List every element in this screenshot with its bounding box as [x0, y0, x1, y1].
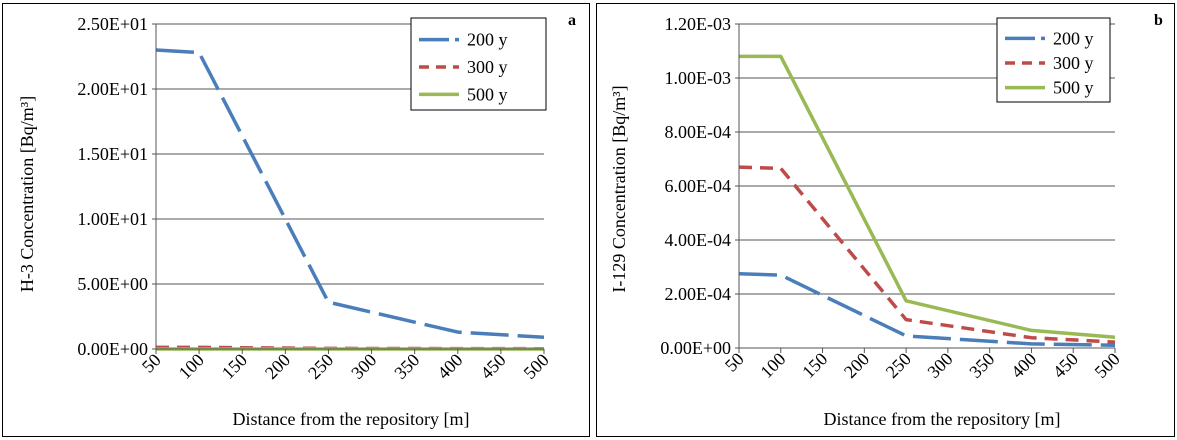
series-line-b-0 — [738, 272, 1116, 348]
chart-b-svg: 0.00E+00 2.00E-04 4.00E-04 6.00E-04 8.00E-04… — [609, 12, 1163, 429]
x-tick-label-a-7: 400 — [433, 350, 466, 383]
legend-label-b-1: 300 y — [1053, 53, 1094, 73]
y-tick-label-b-3: 6.00E-04 — [665, 176, 732, 196]
y-tick-label-b-5: 1.00E-03 — [665, 68, 732, 88]
x-tick-label-b-9: 500 — [1091, 349, 1124, 382]
chart-a-svg: 0.00E+00 5.00E+00 1.00E+01 1.50E+01 2.00E+01… — [17, 12, 576, 429]
panel-label-a: a — [568, 12, 576, 29]
x-axis-label-a: Distance from the repository [m] — [233, 409, 470, 429]
x-tick-label-a-1: 100 — [175, 350, 208, 383]
x-tick-label-a-6: 350 — [390, 350, 423, 383]
x-tick-label-a-2: 150 — [218, 350, 251, 383]
x-tick-label-a-3: 200 — [261, 350, 294, 383]
x-tick-label-b-3: 200 — [840, 349, 873, 382]
legend-label-a-2: 500 y — [467, 84, 508, 104]
x-tick-label-a-9: 500 — [520, 350, 553, 383]
x-tick-label-b-1: 100 — [756, 349, 789, 382]
x-tick-label-b-5: 300 — [923, 349, 956, 382]
y-tick-label-b-0: 0.00E+00 — [660, 338, 731, 358]
series-group-b — [738, 54, 1116, 348]
panel-label-b: b — [1154, 12, 1163, 29]
y-tick-label-b-1: 2.00E-04 — [665, 284, 732, 304]
x-tick-label-b-7: 400 — [1007, 349, 1040, 382]
legend-a: 200 y 300 y 500 y — [410, 17, 547, 111]
x-tick-label-b-6: 350 — [965, 349, 998, 382]
y-axis-label-a: H-3 Concentration [Bq/m³] — [17, 96, 37, 292]
y-tick-label-a-3: 1.50E+01 — [77, 144, 148, 164]
x-tick-label-a-8: 450 — [476, 350, 509, 383]
x-tick-label-a-5: 300 — [347, 350, 380, 383]
chart-panel-b: 0.00E+00 2.00E-04 4.00E-04 6.00E-04 8.00E-04… — [596, 3, 1175, 437]
y-axis-label-b: I-129 Concentration [Bq/m³] — [609, 85, 629, 292]
y-tick-label-b-2: 4.00E-04 — [665, 230, 732, 250]
x-tick-label-b-8: 450 — [1049, 349, 1082, 382]
legend-label-b-0: 200 y — [1053, 28, 1094, 48]
series-line-b-2 — [739, 54, 1116, 339]
legend-label-a-1: 300 y — [467, 57, 508, 77]
series-line-a-0 — [155, 48, 545, 340]
legend-label-b-2: 500 y — [1053, 78, 1094, 98]
x-tick-label-b-4: 250 — [882, 349, 915, 382]
y-tick-label-a-4: 2.00E+01 — [77, 79, 148, 99]
x-tick-label-a-4: 250 — [304, 350, 337, 383]
x-tick-label-b-2: 150 — [798, 349, 831, 382]
legend-b: 200 y 300 y 500 y — [996, 17, 1111, 103]
axes-a: 0.00E+00 5.00E+00 1.00E+01 1.50E+01 2.00E+01… — [77, 14, 552, 383]
legend-label-a-0: 200 y — [467, 30, 508, 50]
y-tick-label-a-0: 0.00E+00 — [77, 339, 148, 359]
y-tick-label-a-1: 5.00E+00 — [77, 274, 148, 294]
y-tick-label-a-5: 2.50E+01 — [77, 14, 148, 34]
chart-panel-a: 0.00E+00 5.00E+00 1.00E+01 1.50E+01 2.00E+01… — [2, 3, 590, 437]
y-tick-label-b-6: 1.20E-03 — [665, 14, 732, 34]
y-tick-label-a-2: 1.00E+01 — [77, 209, 148, 229]
y-tick-label-b-4: 8.00E-04 — [665, 122, 732, 142]
series-line-b-1 — [738, 165, 1116, 344]
x-axis-label-b: Distance from the repository [m] — [824, 409, 1061, 429]
